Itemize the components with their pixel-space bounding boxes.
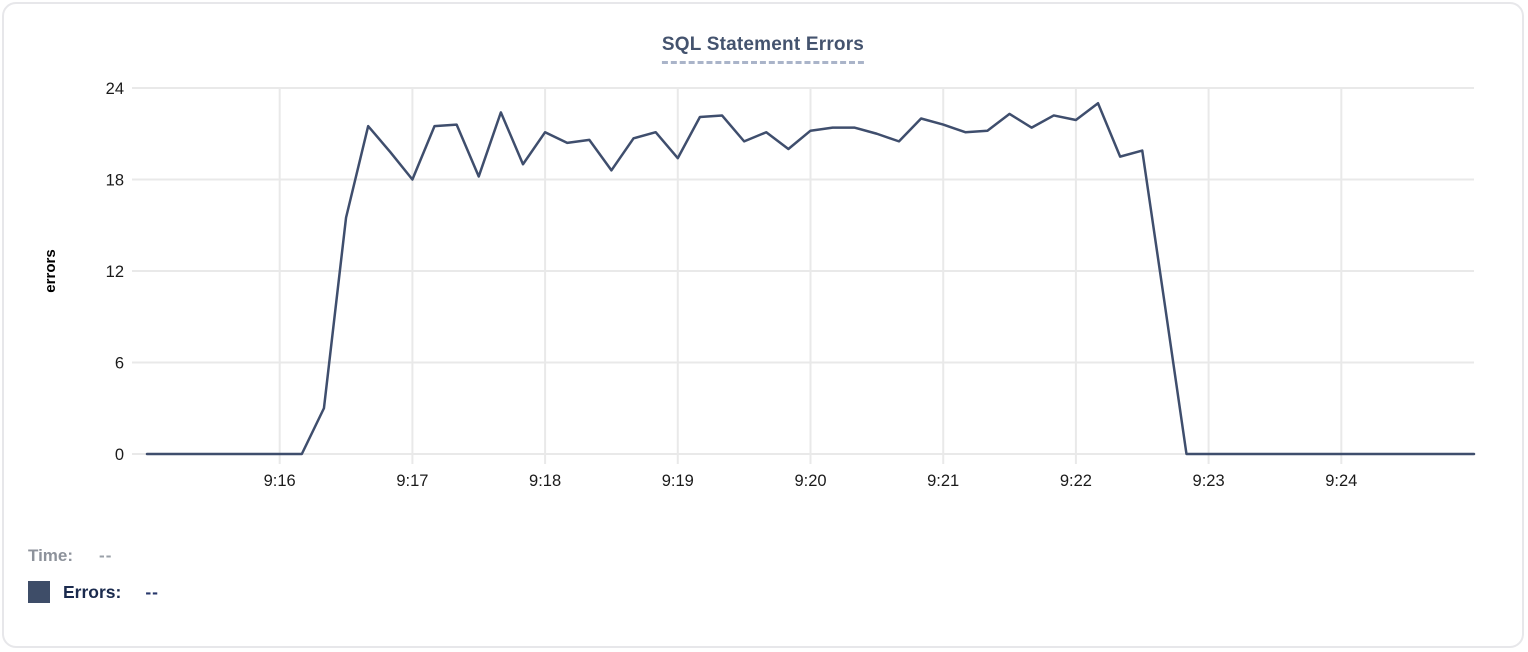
y-tick-label: 24: [106, 80, 124, 98]
errors-readout-label: Errors:: [63, 581, 122, 602]
x-tick-label: 9:24: [1325, 472, 1357, 490]
errors-readout-row: Errors: --: [28, 581, 159, 603]
time-readout-value: --: [99, 546, 113, 565]
y-tick-label: 0: [115, 446, 124, 464]
errors-series-swatch: [28, 581, 50, 603]
errors-readout-value: --: [145, 581, 160, 602]
x-tick-label: 9:17: [396, 472, 428, 490]
errors-line-series[interactable]: [145, 102, 1476, 456]
y-tick-label: 18: [106, 172, 124, 190]
x-tick-label: 9:16: [264, 472, 296, 490]
x-tick-label: 9:20: [794, 472, 826, 490]
chart-title[interactable]: SQL Statement Errors: [661, 34, 865, 64]
y-tick-label: 6: [115, 355, 124, 373]
x-tick-label: 9:22: [1060, 472, 1092, 490]
x-tick-label: 9:19: [662, 472, 694, 490]
x-tick-label: 9:21: [927, 472, 959, 490]
hover-readout: Time: -- Errors: --: [28, 546, 159, 603]
y-axis-label: errors: [42, 249, 59, 293]
time-readout-row: Time: --: [28, 546, 159, 566]
time-readout-label: Time:: [28, 546, 74, 565]
x-tick-label: 9:23: [1193, 472, 1225, 490]
y-tick-label: 12: [106, 263, 124, 281]
x-tick-label: 9:18: [529, 472, 561, 490]
errors-line-chart[interactable]: 0 6 12 18 24 9:16 9:17 9:18 9:19 9:20 9:21 9:22 9:23…: [4, 4, 1524, 509]
